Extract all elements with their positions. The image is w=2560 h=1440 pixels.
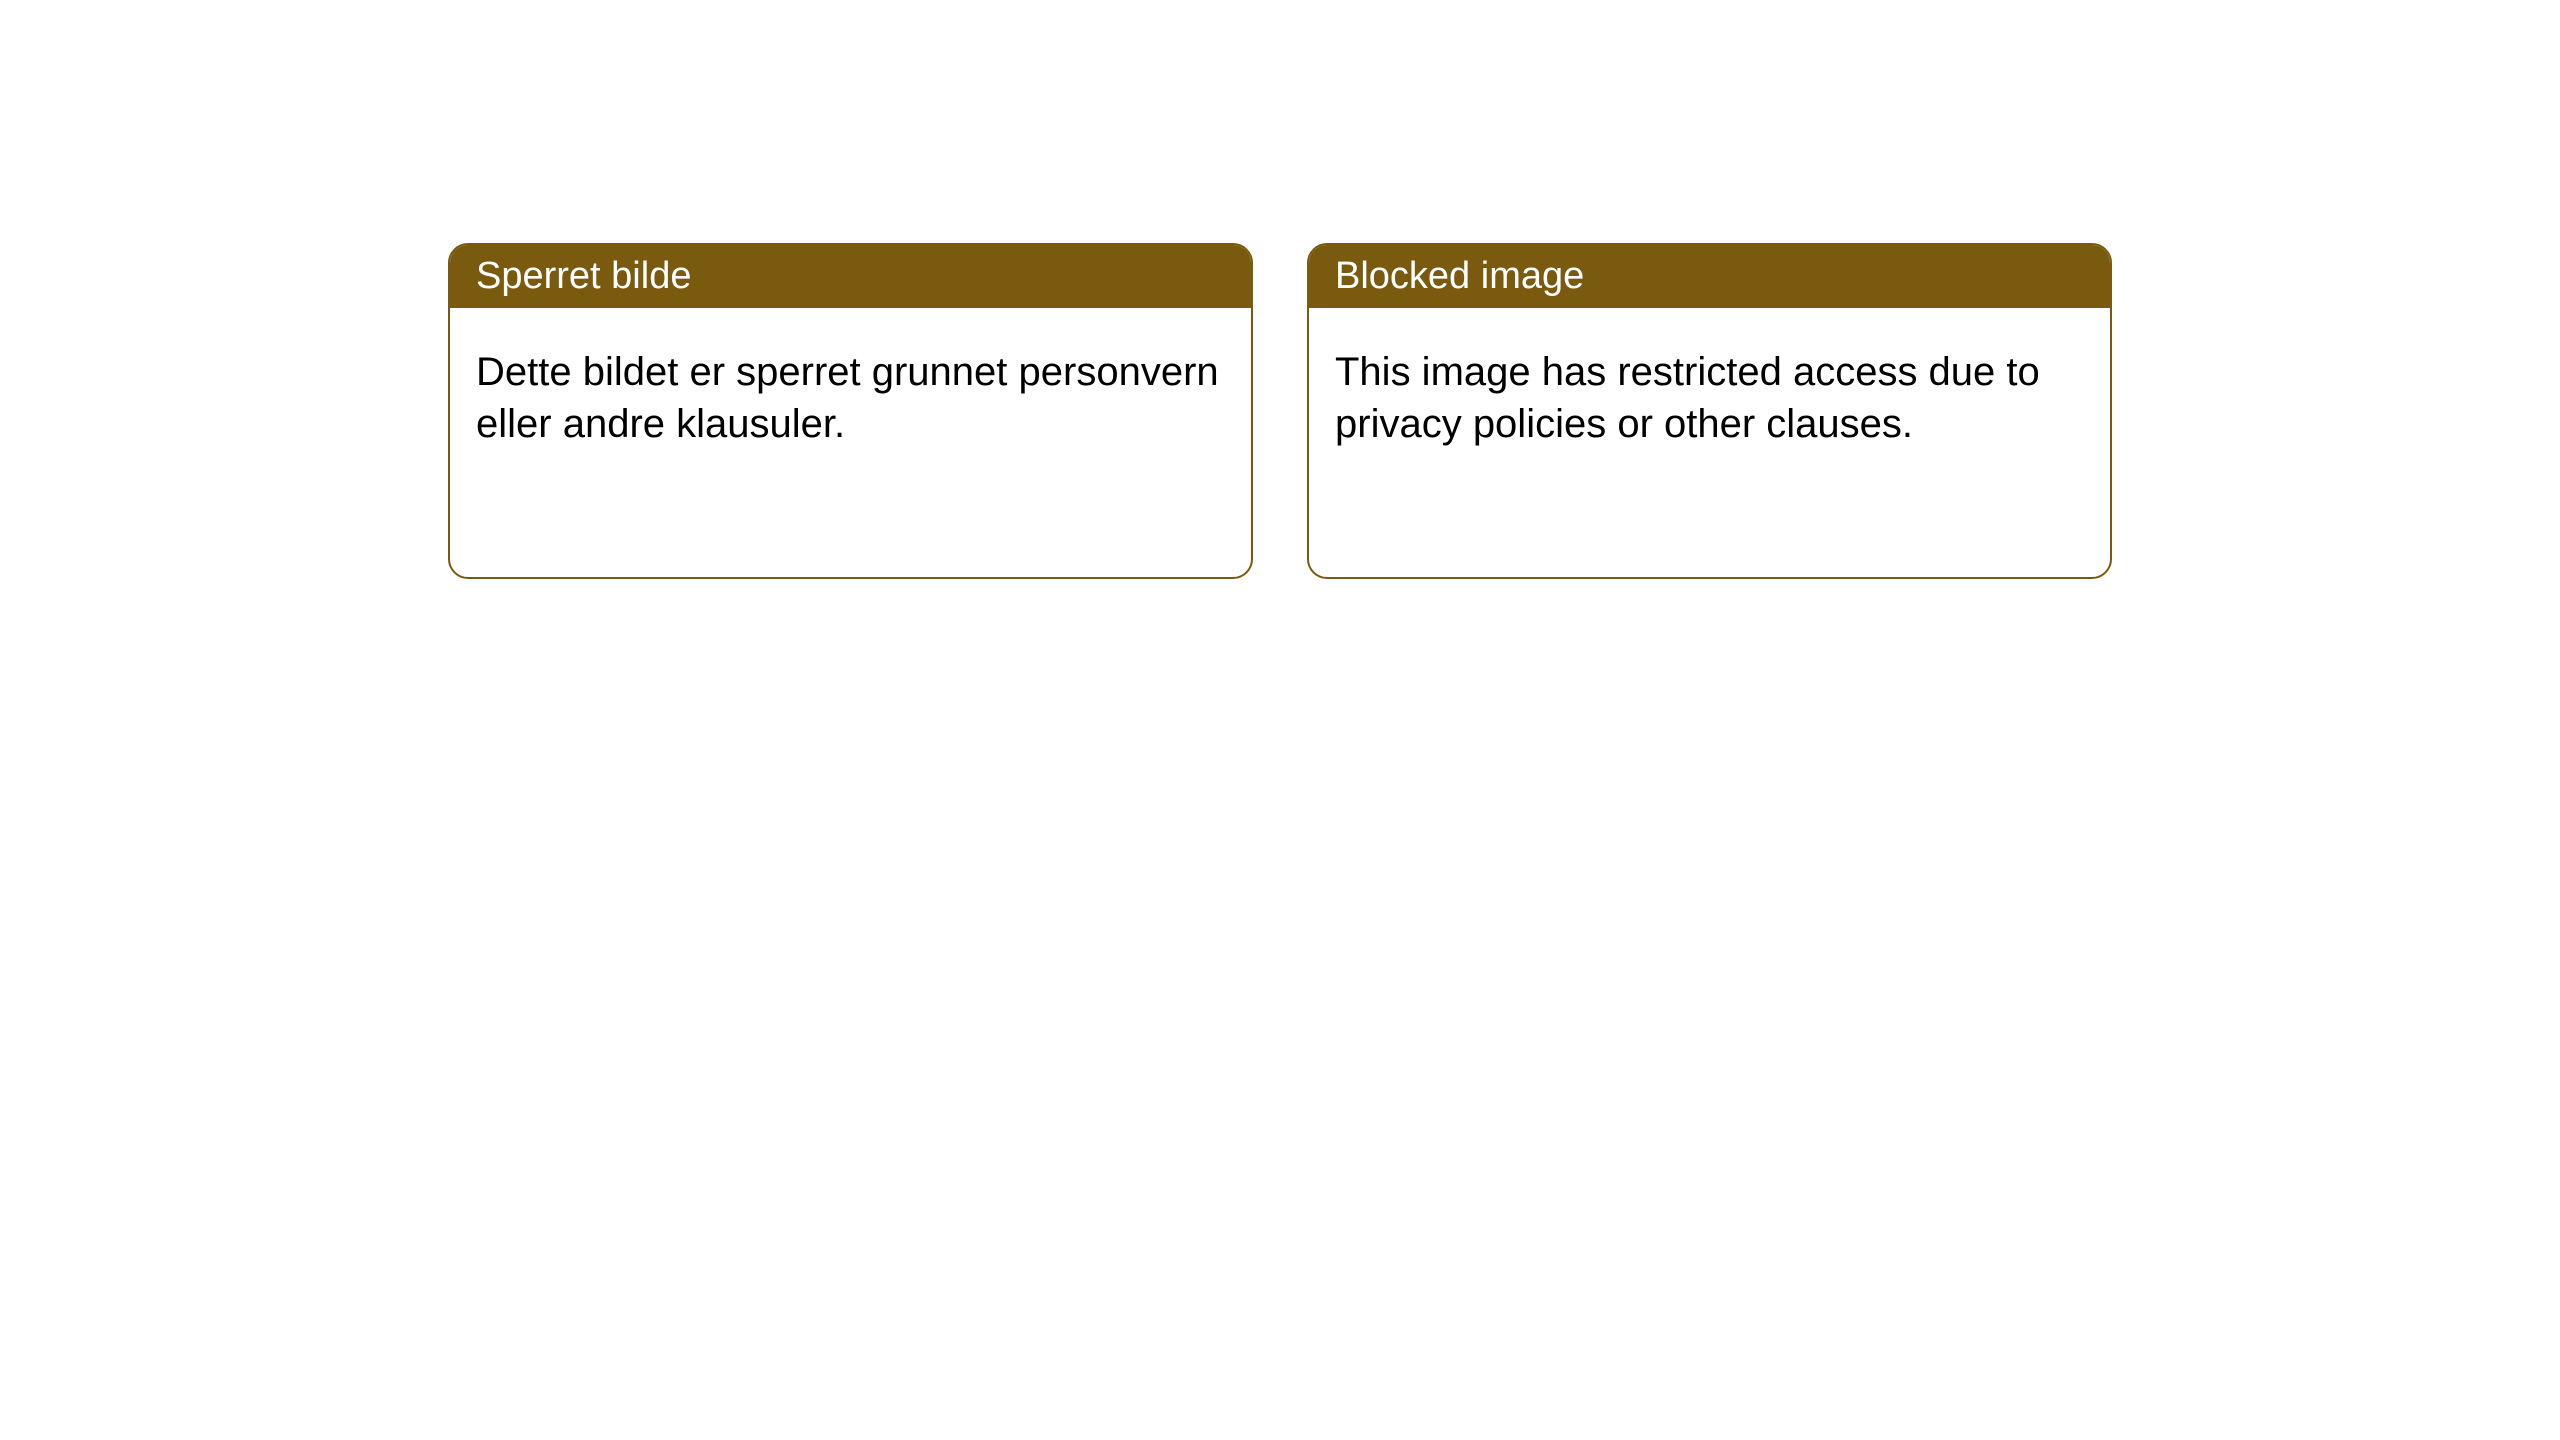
notice-card-english: Blocked image This image has restricted …: [1307, 243, 2112, 579]
card-title: Sperret bilde: [476, 255, 691, 297]
card-header: Sperret bilde: [450, 245, 1251, 308]
card-body-text: Dette bildet er sperret grunnet personve…: [476, 350, 1219, 446]
card-header: Blocked image: [1309, 245, 2110, 308]
card-body-text: This image has restricted access due to …: [1335, 350, 2040, 446]
notice-container: Sperret bilde Dette bildet er sperret gr…: [0, 0, 2560, 579]
card-body: Dette bildet er sperret grunnet personve…: [450, 308, 1251, 488]
card-title: Blocked image: [1335, 255, 1584, 297]
notice-card-norwegian: Sperret bilde Dette bildet er sperret gr…: [448, 243, 1253, 579]
card-body: This image has restricted access due to …: [1309, 308, 2110, 488]
